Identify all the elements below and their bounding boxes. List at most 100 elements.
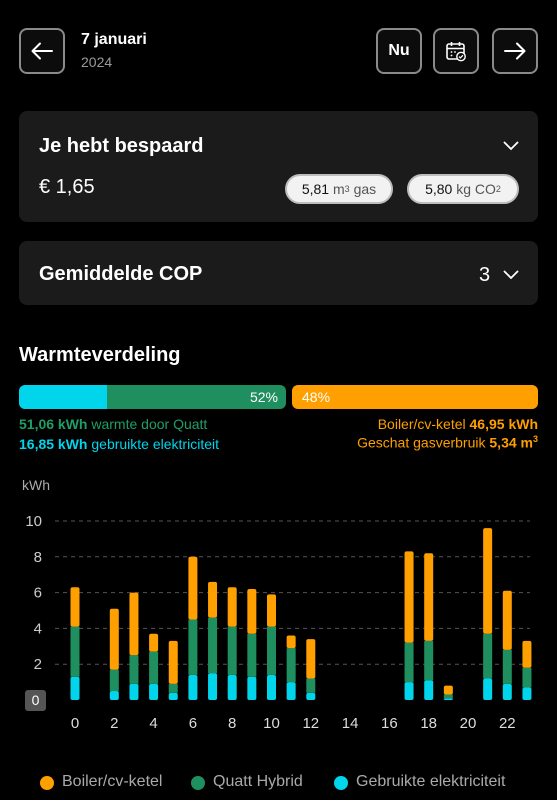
section-title: Warmteverdeling — [19, 344, 181, 366]
chevron-down-icon[interactable] — [503, 270, 519, 280]
legend-electricity-label: Gebruikte elektriciteit — [356, 773, 506, 790]
bar-segment-electricity — [70, 676, 80, 700]
x-tick-label: 16 — [381, 715, 398, 732]
savings-card[interactable] — [19, 111, 538, 222]
x-tick-label: 10 — [263, 715, 280, 732]
x-tick-label: 14 — [342, 715, 359, 732]
bar-segment-boiler — [443, 685, 453, 695]
cop-card[interactable] — [19, 241, 538, 305]
now-button[interactable]: Nu — [376, 28, 422, 74]
x-tick-label: 0 — [71, 715, 79, 732]
y-tick-label: 6 — [34, 585, 42, 602]
arrow-left-icon — [31, 42, 53, 60]
bar-segment-quatt — [208, 617, 218, 674]
bar-segment-boiler — [404, 551, 414, 643]
gas-usage-line: Geschat gasverbruik 5,34 m3 — [357, 434, 538, 451]
bar-segment-quatt — [109, 669, 119, 692]
bar-segment-quatt — [443, 694, 453, 699]
x-tick-label: 22 — [499, 715, 516, 732]
legend-quatt-dot — [191, 776, 205, 790]
bar-segment-electricity — [208, 673, 218, 700]
back-button[interactable] — [19, 28, 65, 74]
bar-segment-quatt — [286, 648, 296, 683]
arrow-right-icon — [504, 42, 526, 60]
y-tick-label: 0 — [32, 692, 40, 708]
bar-segment-boiler — [168, 640, 178, 684]
boiler-value: 46,95 kWh — [469, 416, 538, 432]
bar-segment-electricity — [424, 680, 434, 700]
year-label: 2024 — [81, 54, 113, 70]
co2-unit: kg — [456, 181, 472, 197]
bar-segment-electricity — [502, 683, 512, 700]
bar-segment-electricity — [443, 698, 453, 700]
x-tick-label: 20 — [460, 715, 477, 732]
x-tick-label: 6 — [189, 715, 197, 732]
cop-value: 3 — [479, 264, 491, 286]
bar-segment-quatt — [267, 626, 276, 675]
bar-segment-boiler — [188, 556, 198, 620]
bar-segment-boiler — [483, 528, 493, 634]
electricity-label: gebruikte elektriciteit — [91, 436, 219, 452]
bar-segment-quatt — [227, 626, 237, 675]
x-tick-label: 18 — [420, 715, 437, 732]
bar-segment-electricity — [247, 676, 257, 700]
calendar-button[interactable] — [433, 28, 479, 74]
co2-subscript: 2 — [495, 184, 501, 194]
bar-segment-electricity — [483, 678, 493, 700]
y-tick-label: 10 — [25, 513, 42, 530]
calendar-check-icon — [446, 42, 466, 62]
forward-button[interactable] — [492, 28, 538, 74]
quatt-segment: 52% — [19, 385, 286, 409]
y-tick-label: 2 — [34, 656, 42, 673]
legend-boiler-label: Boiler/cv-ketel — [62, 773, 163, 790]
co2-label: CO — [474, 181, 496, 197]
boiler-label: Boiler/cv-ketel — [377, 416, 466, 432]
date-label: 7 januari — [81, 31, 147, 48]
bar-segment-boiler — [70, 587, 80, 627]
bar-segment-quatt — [483, 633, 493, 679]
bar-segment-boiler — [522, 640, 532, 668]
bar-segment-boiler — [424, 553, 434, 641]
y-tick-label: 8 — [34, 549, 42, 566]
gas-label: gas — [353, 181, 377, 197]
hourly-heat-chart: kWh 0 2 4 6 8 10 0 2 4 6 8 10 12 14 16 18 20 22 — [22, 477, 532, 732]
electricity-value: 16,85 kWh — [19, 436, 88, 452]
x-tick-label: 12 — [302, 715, 319, 732]
bar-segment-quatt — [129, 655, 139, 684]
bar-segment-quatt — [522, 667, 532, 688]
bar-segment-electricity — [129, 683, 139, 700]
bar-segment-quatt — [70, 626, 80, 677]
chevron-down-icon[interactable] — [503, 141, 519, 151]
bar-segment-boiler — [267, 594, 276, 627]
boiler-line: Boiler/cv-ketel 46,95 kWh — [378, 416, 538, 432]
bar-segment-boiler — [208, 581, 218, 618]
bar-segment-electricity — [404, 682, 414, 700]
bar-segment-electricity — [522, 687, 532, 700]
bar-segment-boiler — [129, 592, 139, 656]
legend-electricity-dot — [334, 776, 348, 790]
bar-segment-quatt — [424, 640, 434, 681]
bar-segment-electricity — [149, 683, 159, 700]
bar-segment-electricity — [109, 691, 119, 700]
bar-segment-quatt — [188, 619, 198, 675]
bar-segment-electricity — [227, 674, 237, 700]
electricity-line: 16,85 kWh gebruikte elektriciteit — [19, 436, 219, 452]
bar-segment-electricity — [188, 674, 198, 700]
bar-segment-boiler — [149, 633, 159, 652]
gas-usage-exponent: 3 — [532, 434, 538, 444]
gas-value: 5,81 — [301, 181, 330, 197]
co2-value: 5,80 — [425, 181, 453, 197]
gas-usage-label: Geschat gasverbruik — [357, 434, 486, 451]
bar-segment-electricity — [286, 682, 296, 700]
bar-segment-boiler — [502, 590, 512, 650]
bar-segment-quatt — [168, 683, 178, 693]
bar-segment-quatt — [404, 642, 414, 683]
legend-quatt-label: Quatt Hybrid — [213, 773, 303, 790]
bar-segment-boiler — [227, 587, 237, 627]
quatt-heat-label: warmte door Quatt — [91, 416, 208, 432]
legend-boiler-dot — [40, 776, 54, 790]
bar-segment-electricity — [267, 674, 276, 700]
savings-title: Je hebt bespaard — [39, 135, 204, 157]
electricity-segment — [19, 385, 107, 409]
